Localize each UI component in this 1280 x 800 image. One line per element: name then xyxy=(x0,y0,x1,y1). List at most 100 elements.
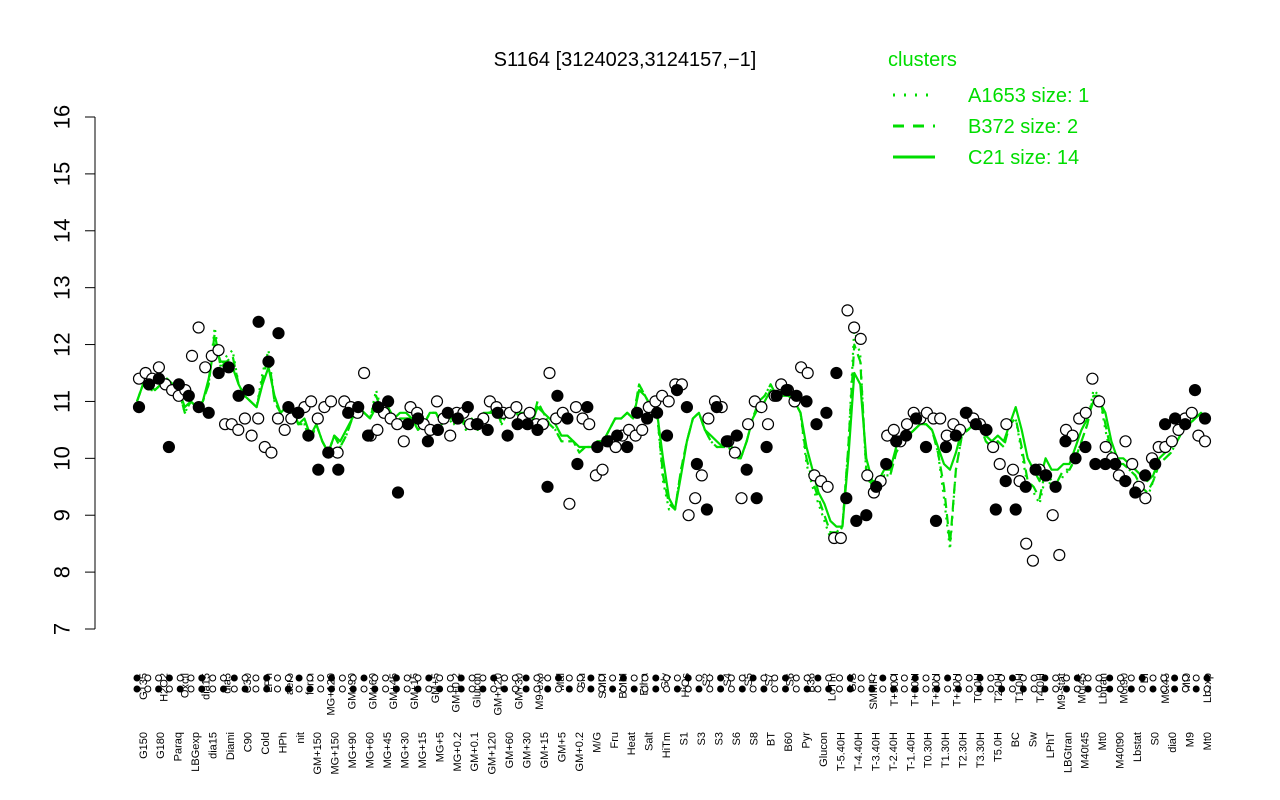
x-tick-label-lower-37: B60 xyxy=(783,732,795,752)
x-tick-label-lower-2: Paraq xyxy=(173,732,185,761)
x-tick-mark-lower-22 xyxy=(371,685,379,693)
y-tick-label-2: 9 xyxy=(50,509,75,521)
x-tick-mark-upper-14 xyxy=(284,674,292,682)
x-tick-mark-upper-88 xyxy=(1084,674,1092,682)
data-point-open-18 xyxy=(252,412,265,425)
x-tick-mark-upper-50 xyxy=(673,674,681,682)
data-point-filled-80 xyxy=(929,514,943,528)
x-tick-label-lower-42: T-3.40H xyxy=(870,732,882,771)
data-point-open-92 xyxy=(741,418,755,431)
x-tick-label-upper-18: GM+30 xyxy=(513,673,525,709)
x-tick-mark-lower-26 xyxy=(414,685,422,693)
x-tick-mark-upper-64 xyxy=(825,674,833,682)
x-tick-mark-lower-18 xyxy=(328,685,335,693)
legend-label-dotted: A1653 size: 1 xyxy=(968,85,1089,107)
x-tick-mark-upper-95 xyxy=(1160,674,1168,682)
x-tick-label-upper-16: Glucon xyxy=(472,673,484,708)
data-point-filled-1 xyxy=(142,378,156,391)
x-tick-mark-lower-43 xyxy=(598,685,606,693)
y-tick-label-5: 12 xyxy=(50,332,75,356)
data-point-filled-71 xyxy=(840,492,853,505)
x-tick-label-lower-36: BT xyxy=(766,732,778,746)
x-tick-mark-lower-10 xyxy=(241,685,249,693)
x-tick-mark-upper-0 xyxy=(133,674,141,682)
data-point-filled-16 xyxy=(292,406,305,419)
data-point-open-152 xyxy=(1139,492,1152,505)
x-tick-label-lower-53: LBGtran xyxy=(1062,732,1074,773)
series-line-solid xyxy=(135,343,1208,528)
data-point-filled-60 xyxy=(730,429,743,442)
data-point-open-145 xyxy=(1092,395,1106,408)
x-tick-mark-lower-16 xyxy=(306,685,314,693)
data-point-filled-37 xyxy=(501,429,514,442)
data-point-filled-21 xyxy=(342,406,355,419)
x-tick-label-lower-58: S0 xyxy=(1150,732,1162,745)
data-point-open-104 xyxy=(821,480,834,493)
data-point-open-121 xyxy=(934,412,947,425)
data-point-filled-48 xyxy=(611,429,624,442)
x-tick-label-upper-15: GM+0.2 xyxy=(451,673,463,712)
y-tick-label-0: 7 xyxy=(50,623,75,635)
y-axis: 7 8 9 10 11 12 13 14 15 16 xyxy=(50,105,96,635)
x-tick-mark-lower-12 xyxy=(263,685,271,693)
x-tick-mark-lower-2 xyxy=(155,685,163,693)
x-tick-mark-upper-73 xyxy=(922,674,930,682)
data-point-open-27 xyxy=(311,412,324,425)
x-tick-mark-lower-3 xyxy=(165,685,173,693)
data-point-open-114 xyxy=(887,423,900,436)
x-tick-mark-upper-87 xyxy=(1073,674,1081,682)
x-tick-mark-lower-28 xyxy=(436,685,444,693)
x-tick-mark-lower-37 xyxy=(533,685,541,693)
x-tick-mark-upper-43 xyxy=(598,674,606,682)
data-point-open-161 xyxy=(1198,435,1212,448)
data-point-filled-81 xyxy=(939,440,953,454)
x-tick-label-lower-44: T-1.40H xyxy=(905,732,917,771)
legend-label-dashed: B372 size: 2 xyxy=(968,116,1078,138)
data-point-open-149 xyxy=(1119,435,1132,448)
data-point-filled-51 xyxy=(640,412,654,425)
data-point-filled-12 xyxy=(252,315,265,328)
data-point-open-106 xyxy=(834,531,847,545)
data-point-filled-44 xyxy=(571,457,584,471)
x-tick-mark-lower-27 xyxy=(425,685,433,693)
data-point-filled-72 xyxy=(850,514,863,528)
x-tick-label-lower-51: Sw xyxy=(1027,732,1039,747)
x-tick-label-lower-14: MG+45 xyxy=(382,732,394,768)
x-tick-mark-upper-10 xyxy=(241,674,249,682)
x-tick-mark-lower-33 xyxy=(490,685,498,693)
x-tick-mark-upper-53 xyxy=(706,674,714,682)
data-point-open-138 xyxy=(1046,509,1059,522)
data-point-filled-91 xyxy=(1039,469,1052,482)
x-tick-mark-lower-88 xyxy=(1084,685,1092,693)
x-tick-mark-upper-49 xyxy=(663,674,671,682)
x-tick-mark-upper-29 xyxy=(446,674,454,682)
x-tick-mark-lower-4 xyxy=(176,685,184,693)
x-tick-mark-upper-82 xyxy=(1019,674,1027,682)
x-tick-mark-lower-99 xyxy=(1203,685,1211,693)
x-tick-mark-upper-70 xyxy=(890,674,898,682)
x-tick-mark-lower-45 xyxy=(619,685,627,693)
x-tick-mark-lower-90 xyxy=(1106,685,1114,693)
x-tick-mark-lower-64 xyxy=(825,685,833,693)
data-point-filled-4 xyxy=(172,378,185,391)
data-point-open-57 xyxy=(510,401,523,414)
x-tick-label-lower-31: S1 xyxy=(679,732,691,745)
x-tick-mark-lower-72 xyxy=(911,685,919,693)
data-point-open-26 xyxy=(305,395,318,408)
x-tick-mark-upper-90 xyxy=(1106,674,1114,682)
data-point-filled-19 xyxy=(322,446,335,459)
x-tick-mark-lower-68 xyxy=(868,685,876,693)
x-tick-label-lower-43: T-2.40H xyxy=(888,732,900,771)
x-tick-mark-upper-92 xyxy=(1127,674,1135,682)
data-point-filled-61 xyxy=(740,463,753,476)
data-point-filled-46 xyxy=(591,440,604,454)
x-tick-mark-upper-27 xyxy=(425,674,433,682)
data-point-filled-85 xyxy=(979,423,992,436)
data-point-open-12 xyxy=(212,344,225,357)
data-point-filled-87 xyxy=(999,475,1012,488)
x-tick-mark-upper-4 xyxy=(176,674,184,682)
x-tick-label-lower-18: MG+0.2 xyxy=(452,732,464,771)
x-tick-label-lower-1: G180 xyxy=(155,732,167,759)
x-tick-label-upper-45: M0t45 xyxy=(1077,673,1089,704)
data-point-filled-74 xyxy=(870,480,883,493)
